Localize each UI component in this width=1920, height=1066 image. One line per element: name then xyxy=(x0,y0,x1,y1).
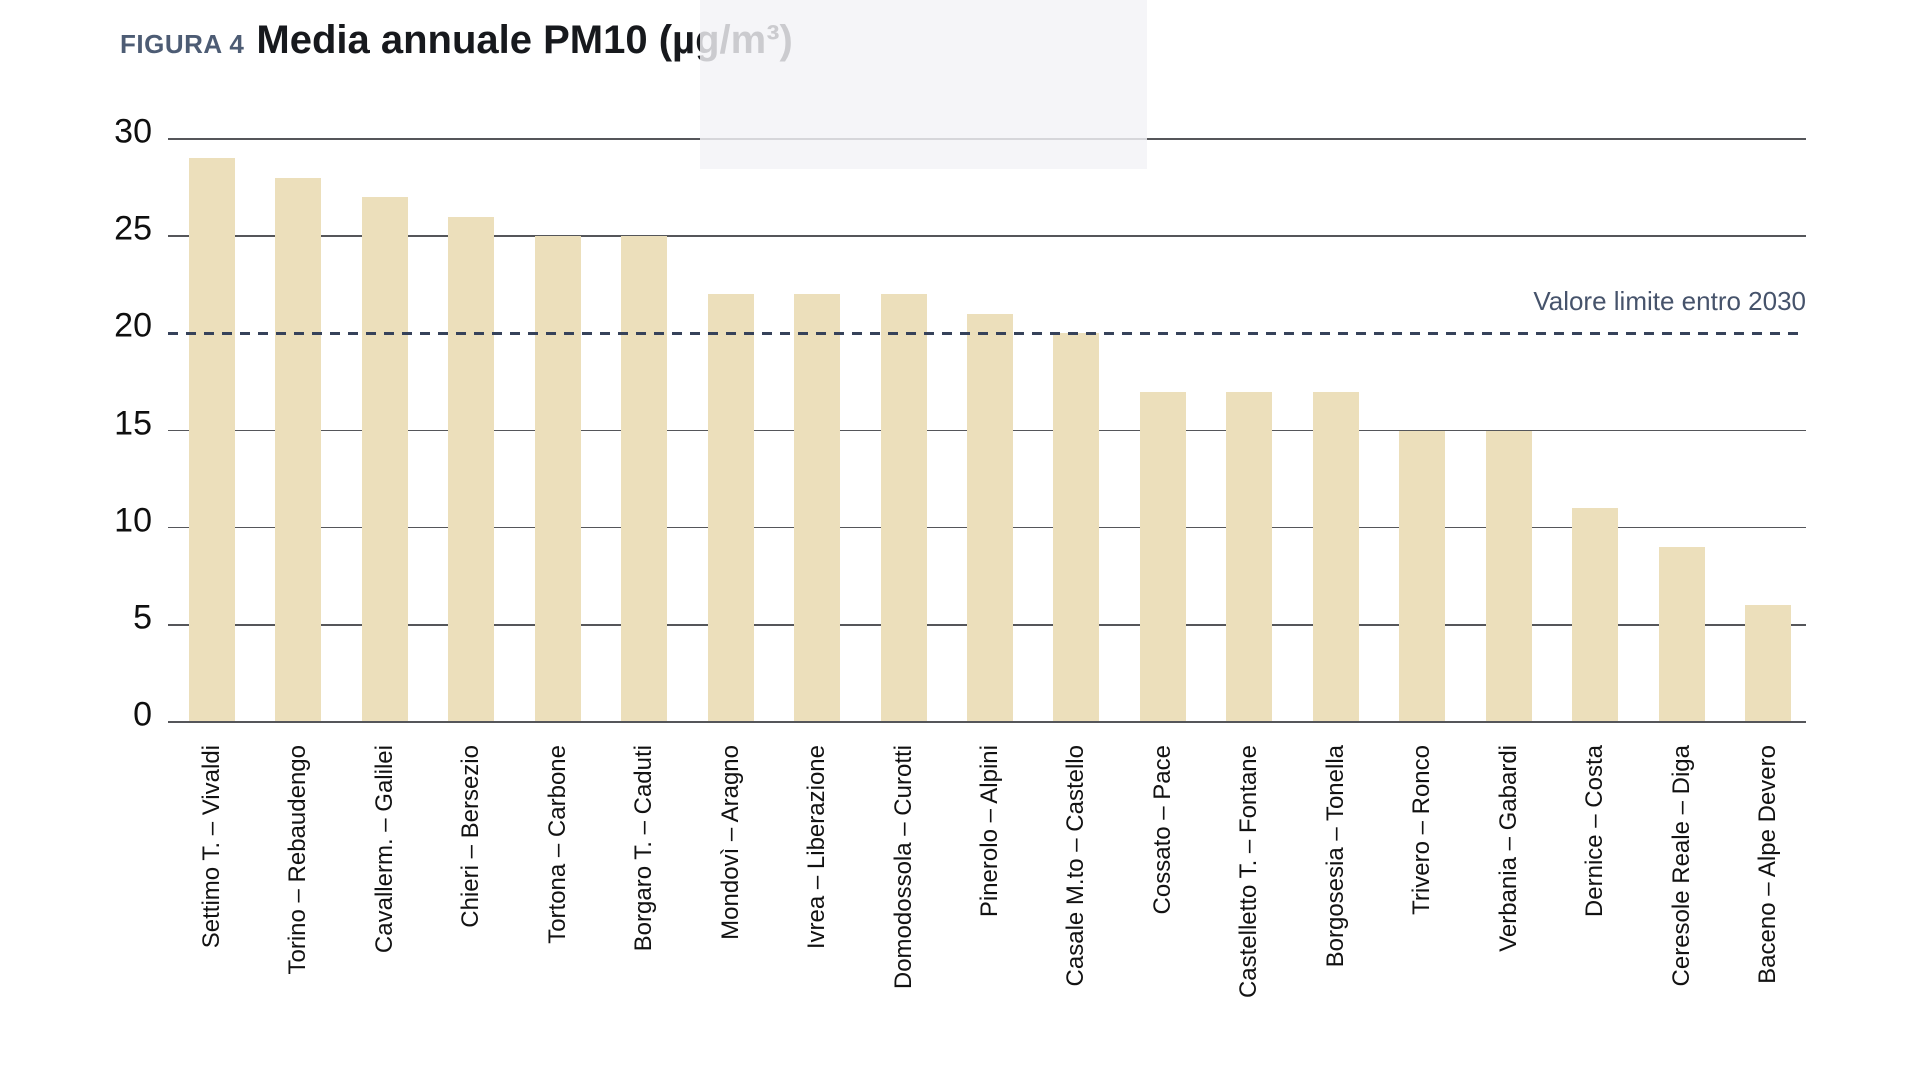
bar xyxy=(1139,391,1186,723)
bar xyxy=(880,294,927,723)
x-axis-label: Mondovì – Aragno xyxy=(716,745,744,940)
x-axis-label: Settimo T. – Vivaldi xyxy=(198,745,225,949)
limit-reference-label: Valore limite entro 2030 xyxy=(1533,286,1806,316)
x-axis-label: Torino – Rebaudengo xyxy=(284,745,312,975)
y-tick-label: 20 xyxy=(114,306,152,345)
bar xyxy=(1572,508,1619,723)
x-axis-label: Chieri – Bersezio xyxy=(457,745,485,928)
faded-overlay-artifact xyxy=(700,0,1147,169)
x-axis-label: Baceno – Alpe Devero xyxy=(1754,745,1781,984)
x-axis-label: Trivero – Ronco xyxy=(1408,745,1436,915)
bar xyxy=(794,294,841,723)
x-axis-label: Ceresole Reale – Diga xyxy=(1667,745,1695,987)
y-tick-label: 5 xyxy=(133,598,152,637)
bar xyxy=(534,236,581,723)
y-tick-label: 25 xyxy=(114,209,152,248)
bar xyxy=(448,216,495,723)
y-tick-label: 10 xyxy=(114,501,152,540)
x-axis-label: Casale M.to – Castello xyxy=(1062,745,1090,987)
x-axis-label: Cossato – Pace xyxy=(1148,745,1176,915)
bar xyxy=(1658,547,1705,723)
bar xyxy=(189,158,235,723)
bar xyxy=(1312,391,1359,723)
y-tick-label: 0 xyxy=(133,695,152,734)
x-axis-label: Verbania – Gabardi xyxy=(1494,745,1522,952)
bar xyxy=(1226,391,1273,723)
bar xyxy=(707,294,754,723)
y-tick-label: 15 xyxy=(114,404,152,442)
x-axis-label: Borgosesia – Tonella xyxy=(1321,745,1349,968)
bar xyxy=(1485,430,1532,723)
x-axis-label: Pinerolo – Alpini xyxy=(976,745,1003,918)
y-tick-label: 30 xyxy=(114,112,152,151)
bar xyxy=(1053,333,1100,723)
limit-reference-dashed-line xyxy=(168,331,1806,335)
x-axis-label: Castelletto T. – Fontane xyxy=(1235,745,1263,999)
bar xyxy=(1745,605,1791,723)
figure-number-label: FIGURA 4 xyxy=(120,29,245,59)
bar xyxy=(621,236,668,723)
x-axis-label: Borgaro T. – Caduti xyxy=(630,745,658,952)
bar xyxy=(967,313,1013,723)
x-axis-label: Tortona – Carbone xyxy=(543,745,571,944)
bar xyxy=(275,177,322,723)
bar xyxy=(361,197,408,723)
gridline xyxy=(168,235,1806,237)
bar xyxy=(1399,430,1446,723)
x-axis-label: Domodossola – Curotti xyxy=(889,745,917,990)
x-axis-label: Dernice – Costa xyxy=(1581,745,1609,918)
x-axis-label: Ivrea – Liberazione xyxy=(803,745,831,950)
gridline xyxy=(168,721,1806,723)
x-axis-label: Cavallerm. – Galilei xyxy=(370,745,398,954)
